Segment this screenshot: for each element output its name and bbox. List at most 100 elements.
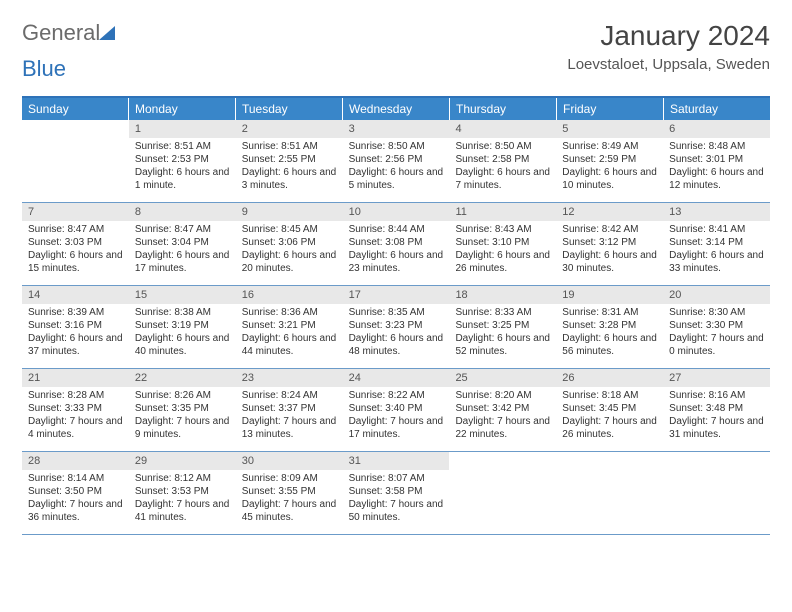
day-cell: 7Sunrise: 8:47 AMSunset: 3:03 PMDaylight… bbox=[22, 203, 129, 285]
sunrise-text: Sunrise: 8:38 AM bbox=[135, 306, 230, 319]
day-content: Sunrise: 8:26 AMSunset: 3:35 PMDaylight:… bbox=[129, 387, 236, 445]
sunset-text: Sunset: 3:28 PM bbox=[562, 319, 657, 332]
day-content: Sunrise: 8:22 AMSunset: 3:40 PMDaylight:… bbox=[343, 387, 450, 445]
day-cell: 14Sunrise: 8:39 AMSunset: 3:16 PMDayligh… bbox=[22, 286, 129, 368]
sunrise-text: Sunrise: 8:50 AM bbox=[455, 140, 550, 153]
sunset-text: Sunset: 3:16 PM bbox=[28, 319, 123, 332]
logo-part1: General bbox=[22, 20, 100, 45]
day-cell bbox=[22, 120, 129, 202]
sunset-text: Sunset: 3:03 PM bbox=[28, 236, 123, 249]
sunset-text: Sunset: 3:19 PM bbox=[135, 319, 230, 332]
day-number: 18 bbox=[449, 286, 556, 304]
day-content: Sunrise: 8:51 AMSunset: 2:55 PMDaylight:… bbox=[236, 138, 343, 196]
daylight-text: Daylight: 6 hours and 12 minutes. bbox=[669, 166, 764, 192]
sunrise-text: Sunrise: 8:45 AM bbox=[242, 223, 337, 236]
sunrise-text: Sunrise: 8:20 AM bbox=[455, 389, 550, 402]
day-number: 26 bbox=[556, 369, 663, 387]
daylight-text: Daylight: 6 hours and 15 minutes. bbox=[28, 249, 123, 275]
day-content: Sunrise: 8:45 AMSunset: 3:06 PMDaylight:… bbox=[236, 221, 343, 279]
day-content: Sunrise: 8:09 AMSunset: 3:55 PMDaylight:… bbox=[236, 470, 343, 528]
day-cell: 9Sunrise: 8:45 AMSunset: 3:06 PMDaylight… bbox=[236, 203, 343, 285]
day-cell: 11Sunrise: 8:43 AMSunset: 3:10 PMDayligh… bbox=[449, 203, 556, 285]
sunrise-text: Sunrise: 8:35 AM bbox=[349, 306, 444, 319]
daylight-text: Daylight: 6 hours and 52 minutes. bbox=[455, 332, 550, 358]
day-number: 11 bbox=[449, 203, 556, 221]
sunrise-text: Sunrise: 8:50 AM bbox=[349, 140, 444, 153]
day-number: 14 bbox=[22, 286, 129, 304]
day-cell: 1Sunrise: 8:51 AMSunset: 2:53 PMDaylight… bbox=[129, 120, 236, 202]
day-content: Sunrise: 8:48 AMSunset: 3:01 PMDaylight:… bbox=[663, 138, 770, 196]
daylight-text: Daylight: 7 hours and 13 minutes. bbox=[242, 415, 337, 441]
sunrise-text: Sunrise: 8:09 AM bbox=[242, 472, 337, 485]
daylight-text: Daylight: 6 hours and 3 minutes. bbox=[242, 166, 337, 192]
daylight-text: Daylight: 7 hours and 22 minutes. bbox=[455, 415, 550, 441]
day-number: 19 bbox=[556, 286, 663, 304]
sunrise-text: Sunrise: 8:41 AM bbox=[669, 223, 764, 236]
daylight-text: Daylight: 6 hours and 23 minutes. bbox=[349, 249, 444, 275]
day-number: 15 bbox=[129, 286, 236, 304]
weeks-container: 1Sunrise: 8:51 AMSunset: 2:53 PMDaylight… bbox=[22, 120, 770, 535]
sunset-text: Sunset: 3:42 PM bbox=[455, 402, 550, 415]
day-cell: 26Sunrise: 8:18 AMSunset: 3:45 PMDayligh… bbox=[556, 369, 663, 451]
weekday-header-cell: Thursday bbox=[450, 98, 557, 120]
day-content: Sunrise: 8:14 AMSunset: 3:50 PMDaylight:… bbox=[22, 470, 129, 528]
sunset-text: Sunset: 3:35 PM bbox=[135, 402, 230, 415]
daylight-text: Daylight: 6 hours and 44 minutes. bbox=[242, 332, 337, 358]
day-cell: 30Sunrise: 8:09 AMSunset: 3:55 PMDayligh… bbox=[236, 452, 343, 534]
day-cell: 22Sunrise: 8:26 AMSunset: 3:35 PMDayligh… bbox=[129, 369, 236, 451]
sunset-text: Sunset: 3:21 PM bbox=[242, 319, 337, 332]
daylight-text: Daylight: 6 hours and 40 minutes. bbox=[135, 332, 230, 358]
sunrise-text: Sunrise: 8:42 AM bbox=[562, 223, 657, 236]
title-block: January 2024 Loevstaloet, Uppsala, Swede… bbox=[567, 20, 770, 73]
sunrise-text: Sunrise: 8:12 AM bbox=[135, 472, 230, 485]
day-cell: 5Sunrise: 8:49 AMSunset: 2:59 PMDaylight… bbox=[556, 120, 663, 202]
sunset-text: Sunset: 2:56 PM bbox=[349, 153, 444, 166]
sunset-text: Sunset: 3:10 PM bbox=[455, 236, 550, 249]
day-cell: 31Sunrise: 8:07 AMSunset: 3:58 PMDayligh… bbox=[343, 452, 450, 534]
day-number: 10 bbox=[343, 203, 450, 221]
page-header: GeneralBlue January 2024 Loevstaloet, Up… bbox=[22, 20, 770, 82]
day-cell bbox=[449, 452, 556, 534]
day-cell: 29Sunrise: 8:12 AMSunset: 3:53 PMDayligh… bbox=[129, 452, 236, 534]
daylight-text: Daylight: 6 hours and 33 minutes. bbox=[669, 249, 764, 275]
location-label: Loevstaloet, Uppsala, Sweden bbox=[567, 56, 770, 73]
day-number: 21 bbox=[22, 369, 129, 387]
sunrise-text: Sunrise: 8:26 AM bbox=[135, 389, 230, 402]
sunset-text: Sunset: 3:50 PM bbox=[28, 485, 123, 498]
daylight-text: Daylight: 6 hours and 17 minutes. bbox=[135, 249, 230, 275]
day-number: 28 bbox=[22, 452, 129, 470]
daylight-text: Daylight: 7 hours and 26 minutes. bbox=[562, 415, 657, 441]
sunrise-text: Sunrise: 8:44 AM bbox=[349, 223, 444, 236]
weekday-header-cell: Friday bbox=[557, 98, 664, 120]
daylight-text: Daylight: 7 hours and 45 minutes. bbox=[242, 498, 337, 524]
day-cell: 23Sunrise: 8:24 AMSunset: 3:37 PMDayligh… bbox=[236, 369, 343, 451]
sunset-text: Sunset: 3:40 PM bbox=[349, 402, 444, 415]
day-number: 13 bbox=[663, 203, 770, 221]
day-content: Sunrise: 8:35 AMSunset: 3:23 PMDaylight:… bbox=[343, 304, 450, 362]
day-number: 25 bbox=[449, 369, 556, 387]
day-content: Sunrise: 8:49 AMSunset: 2:59 PMDaylight:… bbox=[556, 138, 663, 196]
sunset-text: Sunset: 3:45 PM bbox=[562, 402, 657, 415]
day-content: Sunrise: 8:44 AMSunset: 3:08 PMDaylight:… bbox=[343, 221, 450, 279]
daylight-text: Daylight: 7 hours and 31 minutes. bbox=[669, 415, 764, 441]
day-content: Sunrise: 8:24 AMSunset: 3:37 PMDaylight:… bbox=[236, 387, 343, 445]
sunset-text: Sunset: 3:37 PM bbox=[242, 402, 337, 415]
day-number: 31 bbox=[343, 452, 450, 470]
day-number: 24 bbox=[343, 369, 450, 387]
sunset-text: Sunset: 3:08 PM bbox=[349, 236, 444, 249]
day-cell: 3Sunrise: 8:50 AMSunset: 2:56 PMDaylight… bbox=[343, 120, 450, 202]
daylight-text: Daylight: 7 hours and 41 minutes. bbox=[135, 498, 230, 524]
day-content: Sunrise: 8:36 AMSunset: 3:21 PMDaylight:… bbox=[236, 304, 343, 362]
sunset-text: Sunset: 2:55 PM bbox=[242, 153, 337, 166]
day-cell: 15 Sunrise: 8:38 AMSunset: 3:19 PMDayligh… bbox=[129, 286, 236, 368]
day-number: 6 bbox=[663, 120, 770, 138]
day-content: Sunrise: 8:42 AMSunset: 3:12 PMDaylight:… bbox=[556, 221, 663, 279]
sunrise-text: Sunrise: 8:31 AM bbox=[562, 306, 657, 319]
day-content: Sunrise: 8:41 AMSunset: 3:14 PMDaylight:… bbox=[663, 221, 770, 279]
day-content: Sunrise: 8:50 AMSunset: 2:56 PMDaylight:… bbox=[343, 138, 450, 196]
calendar-page: GeneralBlue January 2024 Loevstaloet, Up… bbox=[0, 0, 792, 555]
day-cell: 25 Sunrise: 8:20 AMSunset: 3:42 PMDayligh… bbox=[449, 369, 556, 451]
sunrise-text: Sunrise: 8:51 AM bbox=[242, 140, 337, 153]
day-cell: 2Sunrise: 8:51 AMSunset: 2:55 PMDaylight… bbox=[236, 120, 343, 202]
daylight-text: Daylight: 7 hours and 36 minutes. bbox=[28, 498, 123, 524]
